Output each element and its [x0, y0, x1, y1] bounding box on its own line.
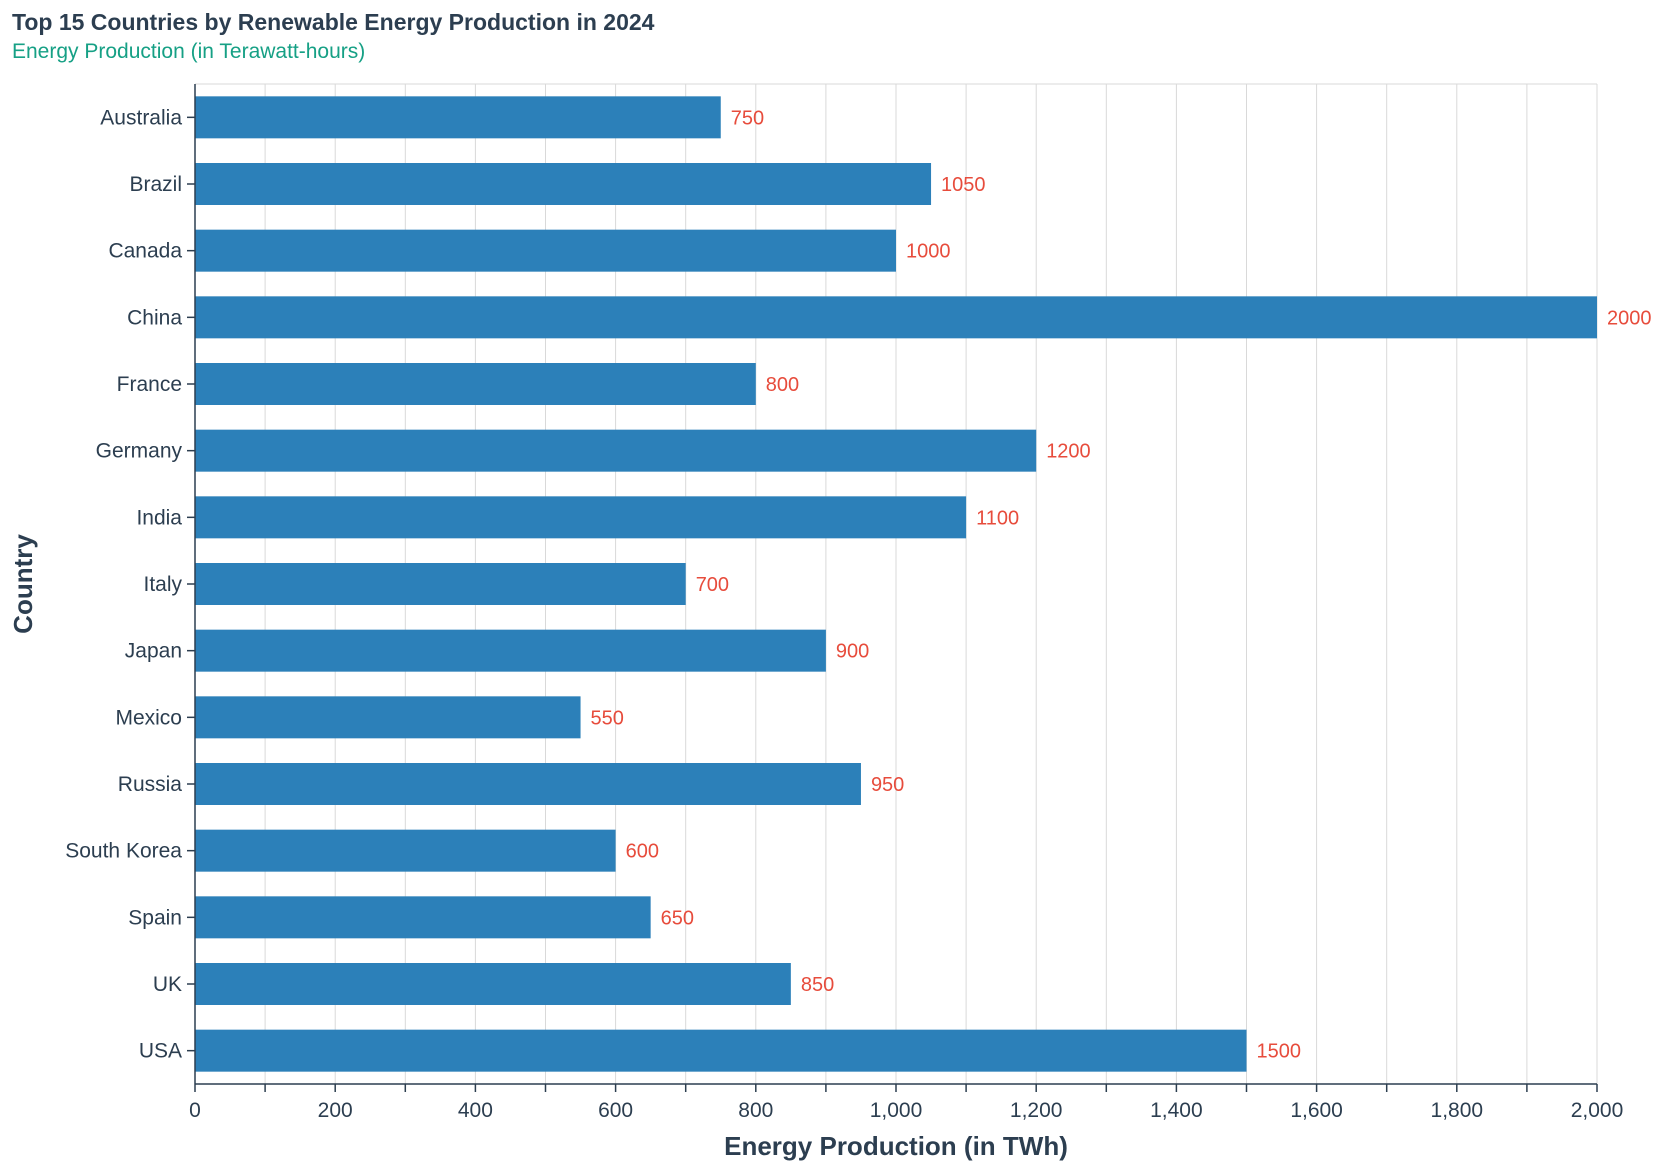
y-tick-label: USA: [139, 1040, 182, 1063]
x-tick-label: 1,800: [1431, 1099, 1484, 1122]
x-tick-label: 600: [598, 1099, 633, 1122]
data-label: 900: [836, 641, 869, 663]
y-tick-label: Japan: [125, 640, 182, 663]
chart-title: Top 15 Countries by Renewable Energy Pro…: [12, 9, 655, 35]
data-label: 1000: [906, 241, 951, 263]
bar-uk: [195, 963, 791, 1005]
data-label: 2000: [1607, 307, 1652, 329]
bar-china: [195, 296, 1597, 339]
data-label: 1500: [1257, 1041, 1302, 1063]
data-label: 1200: [1046, 441, 1091, 463]
bar-japan: [195, 629, 826, 672]
y-tick-label: Spain: [128, 906, 182, 929]
y-tick-label: India: [136, 506, 182, 529]
data-label: 1050: [941, 174, 986, 196]
y-tick-label: Brazil: [129, 173, 182, 196]
data-label: 700: [696, 574, 729, 596]
data-label: 600: [626, 841, 659, 863]
data-label: 750: [731, 107, 764, 129]
bar-spain: [195, 896, 651, 939]
x-axis: 0 200 400 600 800 1,000 1,200 1,400 1,600 1,800 2,…: [189, 1083, 1624, 1122]
y-axis: Australia Brazil Canada China France Germany I…: [65, 84, 196, 1084]
data-label: 800: [766, 374, 799, 396]
data-label: 1100: [976, 507, 1019, 529]
data-label: 650: [661, 907, 694, 929]
bar-south-korea: [195, 829, 616, 872]
y-tick-label: China: [127, 306, 182, 329]
data-label: 850: [801, 974, 834, 996]
y-tick-label: France: [117, 373, 182, 396]
data-labels: 750 1050 1000 2000 800 1200 1100 700 900 550 950 60…: [591, 107, 1652, 1062]
x-tick-label: 2,000: [1571, 1099, 1624, 1122]
chart-subtitle: Energy Production (in Terawatt-hours): [12, 40, 365, 63]
bar-australia: [195, 96, 721, 139]
x-tick-label: 800: [738, 1099, 773, 1122]
bar-usa: [195, 1029, 1247, 1072]
bar-brazil: [195, 163, 932, 205]
bar-mexico: [195, 696, 581, 739]
bar-india: [195, 496, 967, 539]
x-tick-label: 1,600: [1290, 1099, 1343, 1122]
bar-canada: [195, 229, 896, 272]
x-axis-title: Energy Production (in TWh): [724, 1131, 1068, 1161]
data-label: 550: [591, 707, 624, 729]
y-axis-title: Country: [8, 534, 38, 634]
x-tick-label: 1,200: [1010, 1099, 1063, 1122]
y-tick-label: Italy: [143, 573, 182, 596]
y-tick-label: UK: [153, 973, 182, 996]
y-tick-label: Germany: [96, 440, 183, 463]
y-tick-label: South Korea: [65, 840, 182, 863]
y-tick-label: Canada: [108, 240, 182, 263]
y-tick-label: Russia: [118, 773, 183, 796]
x-tick-label: 1,400: [1150, 1099, 1203, 1122]
x-tick-label: 400: [458, 1099, 493, 1122]
data-label: 950: [871, 774, 904, 796]
bars: [195, 96, 1597, 1072]
x-tick-label: 200: [318, 1099, 353, 1122]
bar-germany: [195, 429, 1037, 472]
x-tick-label: 0: [189, 1099, 201, 1122]
bar-russia: [195, 763, 861, 805]
bar-italy: [195, 563, 686, 605]
bar-france: [195, 363, 756, 405]
y-tick-label: Australia: [100, 106, 182, 129]
x-tick-label: 1,000: [870, 1099, 923, 1122]
y-tick-label: Mexico: [115, 706, 182, 729]
